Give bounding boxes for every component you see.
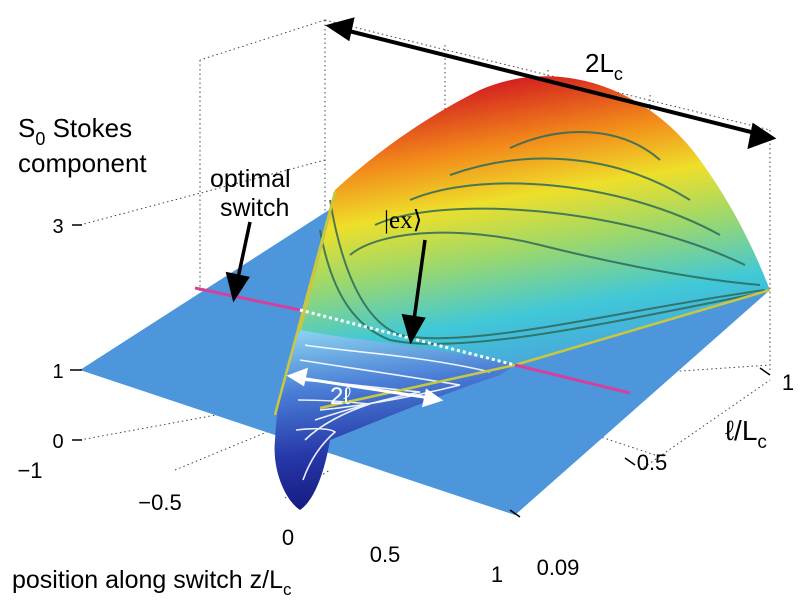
peak-contours [319,131,766,345]
width-arrow [286,367,444,408]
length-arrow [325,17,777,150]
optimal-switch-label: optimal [210,165,291,193]
z-axis-title: S0 Stokes [18,113,132,149]
peak-surface [275,76,770,415]
y-tick-label: 0.5 [637,450,668,475]
x-tick-label: −0.5 [138,490,181,515]
trough-surface [274,330,515,510]
x-tick-label: 1 [491,562,503,587]
x-tick-label: −1 [17,458,42,483]
ex-state-label: |ex⟩ [384,207,422,234]
width-label: 2ℓ [330,383,351,410]
ex-pointer [401,239,427,345]
x-tick-label: 0 [282,525,294,550]
z-tick-label: 1 [52,361,63,383]
y-tick-label: 1 [782,370,794,395]
z-ticks-marks [70,224,771,518]
regime-boundaries [273,191,771,416]
z-axis-title-line2: component [18,148,147,178]
length-label: 2Lc [585,48,623,84]
z-tick-label: 0 [52,431,63,453]
y-tick-label: 0.09 [537,555,580,580]
y-axis-title: ℓ/Lc [725,415,767,453]
x-axis-title: position along switch z/Lc [12,566,292,599]
optimal-switch-line [194,286,631,395]
optimal-pointer [225,221,252,303]
x-tick-label: 0.5 [370,542,401,567]
optimal-switch-label-line2: switch [220,194,289,222]
z-tick-label: 3 [52,216,63,238]
